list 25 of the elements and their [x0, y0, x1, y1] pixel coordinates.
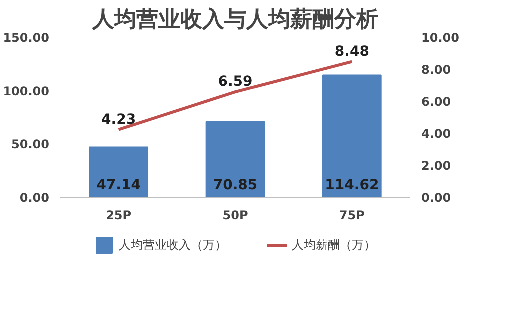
chart-title: 人均营业收入与人均薪酬分析 — [92, 8, 378, 32]
y2-tick-label: 0.00 — [422, 191, 452, 205]
y-tick-label: 50.00 — [12, 138, 50, 152]
legend-label: 人均薪酬（万） — [292, 236, 376, 254]
data-label: 70.85 — [213, 178, 258, 194]
y2-tick-label: 6.00 — [422, 95, 452, 109]
data-label: 6.59 — [218, 74, 253, 90]
y2-tick-label: 2.00 — [422, 159, 452, 173]
data-label: 4.23 — [102, 112, 136, 128]
data-label: 47.14 — [96, 178, 142, 194]
y-tick-label: 0.00 — [20, 191, 50, 205]
y2-tick-label: 8.00 — [422, 63, 452, 77]
bar — [322, 74, 382, 198]
x-tick-label: 25P — [106, 208, 132, 222]
bar — [206, 121, 266, 198]
data-label: 114.62 — [325, 178, 380, 194]
x-tick-label: 50P — [222, 208, 248, 222]
legend-label: 人均营业收入（万） — [119, 236, 227, 254]
y-tick-label: 150.00 — [3, 31, 50, 45]
y2-tick-label: 10.00 — [422, 31, 460, 45]
data-label: 8.48 — [334, 44, 370, 60]
x-tick-label: 75P — [339, 208, 366, 222]
y-tick-label: 100.00 — [3, 84, 50, 98]
y2-tick-label: 4.00 — [422, 127, 452, 141]
bar — [89, 146, 148, 198]
